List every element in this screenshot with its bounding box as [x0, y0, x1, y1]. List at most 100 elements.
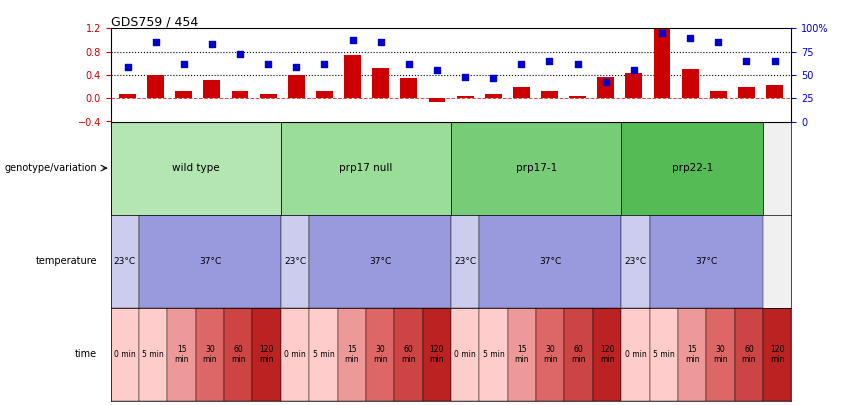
Bar [111, 215, 139, 308]
Point [121, 64, 134, 71]
Point [487, 75, 500, 81]
Point [346, 36, 359, 43]
Text: 23°C: 23°C [454, 257, 477, 266]
Text: 37°C: 37°C [540, 257, 562, 266]
Text: 60
min: 60 min [401, 345, 416, 364]
Bar [649, 215, 763, 308]
Bar [281, 215, 309, 308]
Bar [196, 308, 224, 401]
Text: 30
min: 30 min [543, 345, 557, 364]
Text: 60
min: 60 min [571, 345, 586, 364]
Bar [260, 94, 277, 98]
Text: 23°C: 23°C [625, 257, 647, 266]
Bar [366, 308, 394, 401]
Text: 15
min: 15 min [685, 345, 700, 364]
Bar [309, 308, 338, 401]
Text: 5 min: 5 min [483, 350, 505, 359]
Bar [479, 215, 621, 308]
Text: 120
min: 120 min [260, 345, 274, 364]
Bar [451, 122, 621, 215]
Bar [766, 85, 783, 98]
Text: 0 min: 0 min [454, 350, 476, 359]
Bar [338, 308, 366, 401]
Bar [508, 308, 536, 401]
Bar [281, 308, 309, 401]
Text: 15
min: 15 min [345, 345, 359, 364]
Bar [564, 308, 593, 401]
Text: 5 min: 5 min [653, 350, 675, 359]
Bar [119, 94, 136, 98]
Text: 120
min: 120 min [770, 345, 785, 364]
Point [740, 58, 753, 64]
Text: 30
min: 30 min [373, 345, 387, 364]
Bar [597, 77, 614, 98]
Bar [513, 87, 530, 98]
Bar [309, 215, 451, 308]
Point [711, 39, 725, 45]
Bar [710, 91, 727, 98]
Bar [541, 91, 558, 98]
Bar [111, 308, 139, 401]
Point [374, 39, 387, 45]
Bar [394, 308, 423, 401]
Text: 23°C: 23°C [284, 257, 306, 266]
Text: 5 min: 5 min [142, 350, 164, 359]
Point [768, 58, 781, 64]
Bar [734, 308, 763, 401]
Point [317, 60, 331, 67]
Point [627, 67, 641, 74]
Point [515, 60, 528, 67]
Bar [139, 215, 281, 308]
Bar [706, 308, 734, 401]
Text: time: time [75, 350, 97, 359]
Bar [400, 78, 417, 98]
Point [571, 60, 585, 67]
Text: 120
min: 120 min [430, 345, 444, 364]
Text: prp17 null: prp17 null [340, 163, 392, 173]
Bar [738, 87, 755, 98]
Text: 0 min: 0 min [284, 350, 306, 359]
Text: 15
min: 15 min [174, 345, 189, 364]
Text: temperature: temperature [36, 256, 97, 266]
Point [655, 30, 669, 36]
Bar [231, 91, 248, 98]
Text: prp22-1: prp22-1 [671, 163, 713, 173]
Text: 0 min: 0 min [114, 350, 135, 359]
Bar [175, 91, 192, 98]
Bar [625, 73, 643, 98]
Bar [569, 96, 586, 98]
Text: 30
min: 30 min [713, 345, 728, 364]
Bar [281, 122, 451, 215]
Point [459, 74, 472, 80]
Bar [423, 308, 451, 401]
Text: genotype/variation: genotype/variation [4, 163, 97, 173]
Bar [253, 308, 281, 401]
Bar [457, 96, 473, 98]
Point [177, 60, 191, 67]
Bar [621, 215, 649, 308]
Bar [654, 28, 671, 98]
Text: 23°C: 23°C [114, 257, 136, 266]
Bar [593, 308, 621, 401]
Bar [168, 308, 196, 401]
Text: 0 min: 0 min [625, 350, 646, 359]
Point [149, 39, 163, 45]
Bar [682, 69, 699, 98]
Bar [224, 308, 253, 401]
Point [261, 60, 275, 67]
Text: 37°C: 37°C [695, 257, 717, 266]
Text: wild type: wild type [172, 163, 220, 173]
Point [233, 50, 247, 57]
Bar [621, 308, 649, 401]
Point [205, 41, 219, 47]
Point [543, 58, 557, 64]
Bar [288, 75, 305, 98]
Bar [621, 122, 763, 215]
Bar [485, 94, 502, 98]
Text: 30
min: 30 min [203, 345, 217, 364]
Text: 37°C: 37°C [369, 257, 391, 266]
Text: prp17-1: prp17-1 [516, 163, 557, 173]
Point [683, 34, 697, 41]
Text: 15
min: 15 min [515, 345, 529, 364]
Point [289, 64, 303, 71]
